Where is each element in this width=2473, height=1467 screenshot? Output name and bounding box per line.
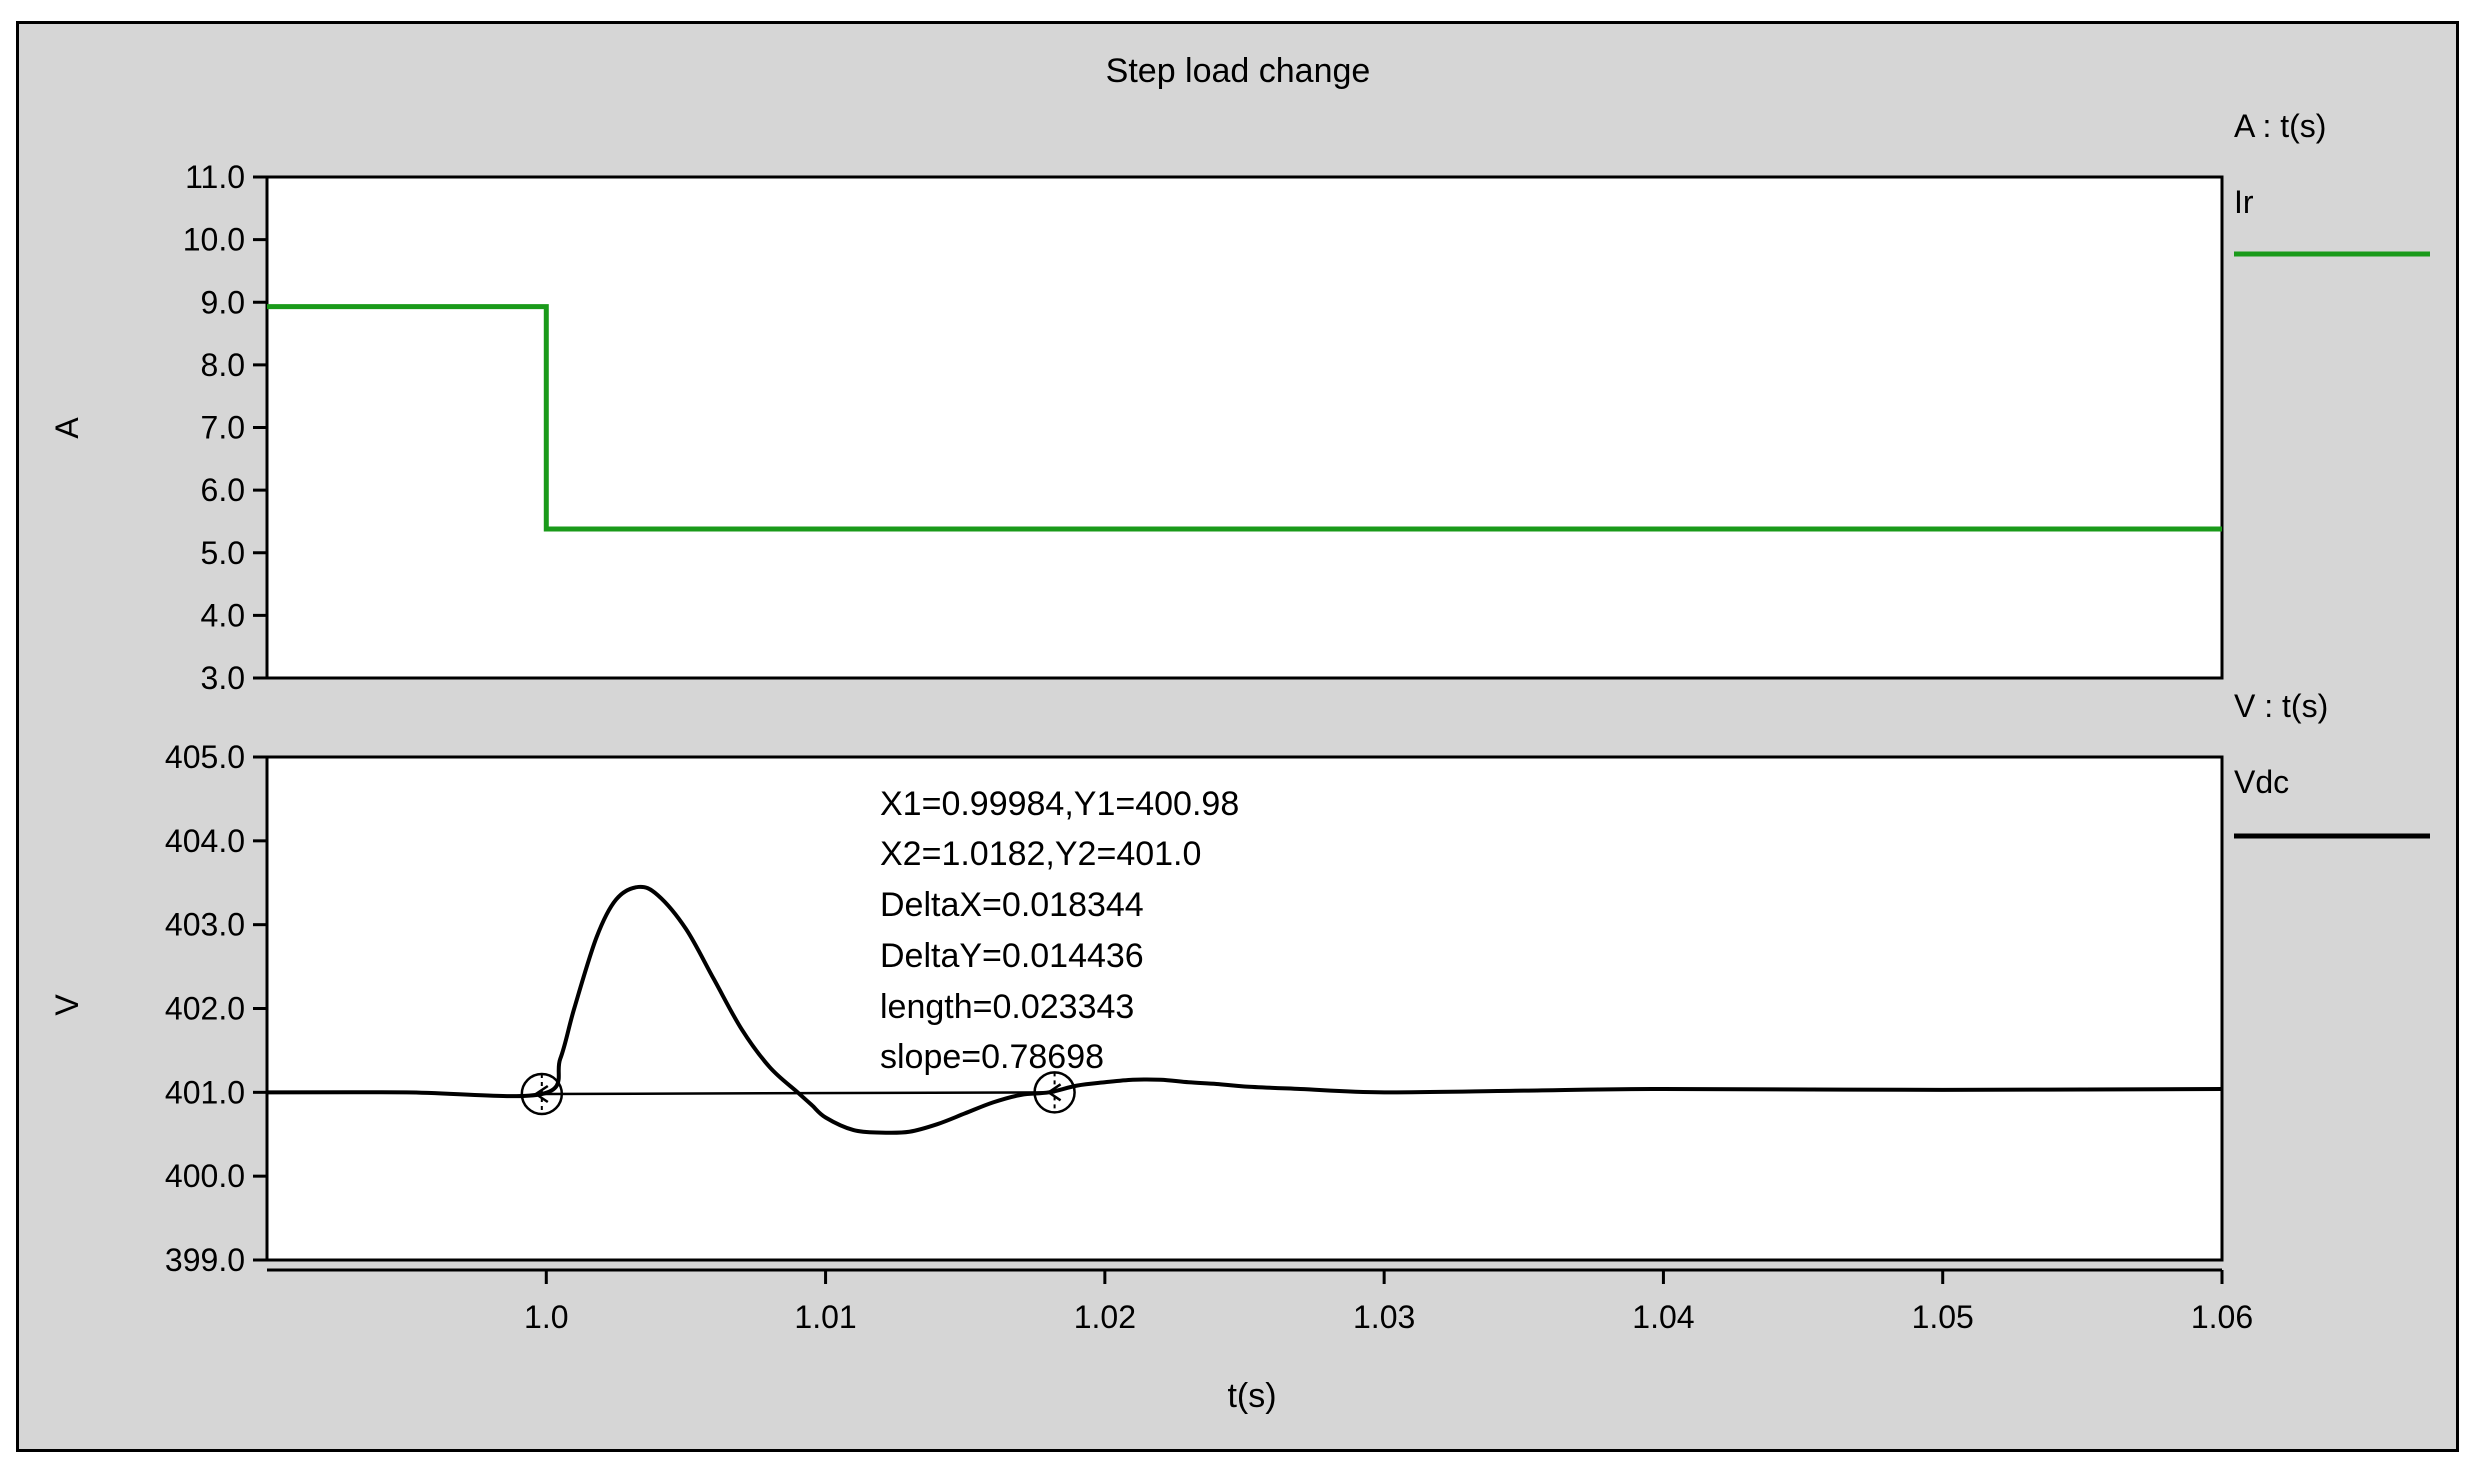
- bottom-series-group: [266, 884, 2223, 1135]
- bottom-ytick-label: 399.0: [165, 1242, 245, 1278]
- x-axis-label: t(s): [1227, 1377, 1276, 1415]
- top-plot-area: [265, 175, 2224, 680]
- xtick-label: 1.04: [1632, 1299, 1694, 1335]
- cursor-line: [541, 1091, 1055, 1096]
- bottom-ytick-label: 404.0: [165, 823, 245, 859]
- bottom-ytick-label: 402.0: [165, 991, 245, 1027]
- legend-label-vdc: Vdc: [2234, 764, 2289, 800]
- chart-title: Step load change: [1106, 52, 1371, 90]
- xtick-label: 1.06: [2191, 1299, 2253, 1335]
- cursor-group: [520, 1071, 1076, 1116]
- top-units-label: A : t(s): [2234, 108, 2326, 144]
- annotation-x1y1: X1=0.99984,Y1=400.98: [880, 785, 1239, 823]
- top-series-group: [267, 304, 2222, 532]
- top-ytick-label: 7.0: [201, 410, 245, 446]
- xtick-label: 1.05: [1912, 1299, 1974, 1335]
- cursor-annotations: X1=0.99984,Y1=400.98 X2=1.0182,Y2=401.0 …: [880, 785, 1239, 1076]
- top-ytick-label: 9.0: [201, 284, 245, 320]
- top-y-axis-label: A: [49, 417, 85, 439]
- xtick-label: 1.0: [524, 1299, 568, 1335]
- annotation-length: length=0.023343: [880, 988, 1134, 1026]
- top-ytick-label: 5.0: [201, 535, 245, 571]
- cursor-arrow-1: [533, 1084, 549, 1104]
- bottom-plot-area: [265, 755, 2224, 1262]
- series-line-vdc: [266, 884, 2223, 1135]
- bottom-y-axis: 399.0 400.0 401.0 402.0 403.0 404.0 405.0: [165, 739, 267, 1278]
- annotation-deltay: DeltaY=0.014436: [880, 937, 1144, 975]
- annotation-slope: slope=0.78698: [880, 1038, 1104, 1076]
- top-ytick-label: 11.0: [185, 159, 245, 195]
- top-ytick-label: 4.0: [201, 597, 245, 633]
- top-ytick-label: 6.0: [201, 472, 245, 508]
- series-line-ir: [267, 304, 2222, 532]
- bottom-ytick-label: 400.0: [165, 1158, 245, 1194]
- legend-label-ir: Ir: [2234, 184, 2254, 220]
- bottom-ytick-label: 401.0: [165, 1074, 245, 1110]
- bottom-ytick-label: 405.0: [165, 739, 245, 775]
- top-y-axis: 3.0 4.0 5.0 6.0 7.0 8.0 9.0 10.0 11.0: [183, 159, 267, 696]
- cursor-arrow-2: [1046, 1083, 1062, 1102]
- xtick-label: 1.01: [794, 1299, 856, 1335]
- top-ytick-label: 10.0: [183, 222, 245, 258]
- bottom-y-axis-label: V: [49, 994, 85, 1016]
- xtick-label: 1.03: [1353, 1299, 1415, 1335]
- bottom-units-label: V : t(s): [2234, 688, 2328, 724]
- annotation-x2y2: X2=1.0182,Y2=401.0: [880, 835, 1201, 873]
- xtick-label: 1.02: [1074, 1299, 1136, 1335]
- top-ytick-label: 3.0: [201, 660, 245, 696]
- x-axis: 1.0 1.01 1.02 1.03 1.04 1.05 1.06: [267, 1268, 2253, 1335]
- annotation-deltax: DeltaX=0.018344: [880, 886, 1144, 924]
- top-ytick-label: 8.0: [201, 347, 245, 383]
- bottom-ytick-label: 403.0: [165, 907, 245, 943]
